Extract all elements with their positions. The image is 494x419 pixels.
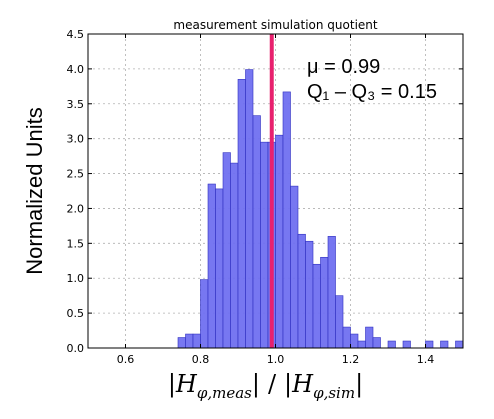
- histogram-bar: [215, 188, 224, 349]
- histogram-bar: [312, 263, 321, 349]
- x-tick-label: 1.2: [342, 353, 360, 366]
- iqr-annotation: Q₁ – Q₃ = 0.15: [307, 81, 437, 103]
- histogram-bar: [327, 236, 336, 349]
- y-tick-label: 4.0: [67, 63, 85, 76]
- histogram-bar: [387, 340, 396, 349]
- x-tick-label: 0.8: [192, 353, 210, 366]
- histogram-bar: [192, 333, 201, 349]
- histogram-bars: [177, 69, 464, 349]
- histogram-bar: [260, 141, 269, 349]
- y-tick-label: 1.5: [67, 237, 85, 250]
- histogram-bar: [245, 69, 254, 349]
- histogram-bar: [425, 340, 434, 349]
- y-tick-label: 2.5: [67, 168, 85, 181]
- histogram-bar: [342, 326, 351, 349]
- histogram-bar: [402, 340, 411, 349]
- histogram-bar: [365, 326, 374, 349]
- histogram-bar: [207, 183, 216, 349]
- y-tick-label: 1.0: [67, 272, 85, 285]
- y-tick-label: 0.0: [67, 342, 85, 355]
- histogram-bar: [320, 256, 329, 349]
- y-axis-label: Normalized Units: [22, 107, 47, 275]
- histogram-bar: [297, 233, 306, 349]
- x-tick-label: 1.4: [417, 353, 435, 366]
- histogram-bar: [372, 337, 381, 349]
- histogram-bar: [200, 279, 209, 349]
- histogram-bar: [185, 333, 194, 349]
- chart-title: measurement simulation quotient: [173, 18, 377, 32]
- y-tick-label: 2.0: [67, 202, 85, 215]
- histogram-bar: [305, 240, 314, 349]
- x-axis-label: |Hφ,meas| / |Hφ,sim|: [168, 370, 363, 402]
- histogram-bar: [177, 337, 186, 349]
- y-tick-label: 4.5: [67, 28, 85, 41]
- y-tick-label: 0.5: [67, 307, 85, 320]
- axis-ticks: 0.0 0.5 1.0 1.5 2.0 2.5 3.0 3.5 4.0 4.5 0.6 0.8 1.0 1…: [67, 28, 463, 366]
- y-tick-label: 3.5: [67, 98, 85, 111]
- histogram-bar: [275, 134, 284, 349]
- histogram-bar: [222, 152, 231, 349]
- y-tick-label: 3.0: [67, 133, 85, 146]
- x-tick-label: 0.6: [117, 353, 135, 366]
- histogram-bar: [455, 340, 464, 349]
- histogram-bar: [335, 295, 344, 349]
- histogram-bar: [230, 162, 239, 349]
- histogram-bar: [282, 91, 291, 349]
- histogram-bar: [290, 185, 299, 349]
- mean-annotation: μ = 0.99: [307, 56, 380, 78]
- histogram-bar: [350, 333, 359, 349]
- histogram-bar: [440, 340, 449, 349]
- histogram-bar: [357, 340, 366, 349]
- x-tick-label: 1.0: [267, 353, 285, 366]
- histogram-bar: [237, 79, 246, 349]
- histogram-bar: [252, 115, 261, 349]
